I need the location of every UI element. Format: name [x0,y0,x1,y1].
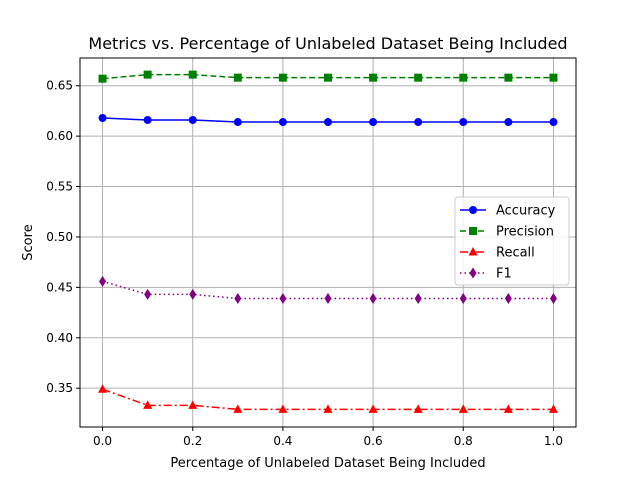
f1-point [369,292,377,304]
precision-point [233,73,242,82]
precision-point [504,73,513,82]
accuracy-point [278,118,287,127]
legend-item-recall: Recall [460,246,535,261]
f1-point [459,292,467,304]
recall-point [143,400,153,409]
accuracy-point [324,118,332,127]
chart-title: Metrics vs. Percentage of Unlabeled Data… [88,34,567,53]
precision-point [369,73,378,82]
recall-point [188,400,198,409]
legend-label: Accuracy [496,204,556,219]
recall-point [458,404,468,413]
legend-label: F1 [496,267,512,282]
legend: Accuracy Precision Recall F1 [454,196,570,286]
y-tick-label: 0.35 [46,381,73,395]
recall-point [323,404,333,413]
y-tick-label: 0.45 [46,280,73,294]
precision-point [278,73,287,82]
f1-line [102,280,554,300]
x-tick-label: 0.4 [273,434,292,448]
legend-swatch-marker [469,227,477,235]
x-axis-label: Percentage of Unlabeled Dataset Being In… [170,456,485,471]
f1-point [144,288,152,300]
accuracy-point [98,113,107,122]
y-axis-label: Score [21,224,36,260]
recall-point [233,404,243,413]
legend-swatch-marker [468,247,478,256]
legend-label: Recall [496,246,535,261]
accuracy-point [549,118,558,127]
precision-point [414,73,423,82]
accuracy-point [188,116,197,125]
recall-point [548,404,558,413]
y-tick-label: 0.40 [46,331,73,345]
f1-point [189,288,197,300]
recall-point [98,384,108,393]
f1-point [504,292,512,304]
series-accuracy [98,113,558,127]
series-layer [98,70,558,413]
recall-point [503,404,513,413]
precision-point [459,73,468,82]
f1-point [234,292,242,304]
x-tick-label: 0.8 [454,434,473,448]
legend-item-accuracy: Accuracy [460,204,556,219]
f1-point [549,292,557,304]
legend-swatch-marker [469,206,477,214]
y-tick-label: 0.60 [46,129,73,143]
legend-item-precision: Precision [460,225,554,240]
f1-point [99,275,107,287]
axis-ticks: 0.0 0.2 0.4 0.6 0.8 1.0 0.35 0.40 0.45 0.50 0.55 0.… [46,79,563,448]
x-tick-label: 1.0 [544,434,563,448]
legend-item-f1: F1 [460,267,512,282]
legend-box [454,196,570,286]
accuracy-point [414,118,423,127]
precision-point [324,73,332,82]
accuracy-point [504,118,513,127]
y-tick-label: 0.50 [46,230,73,244]
x-tick-label: 0.0 [93,434,112,448]
legend-swatch-marker [469,267,477,279]
legend-label: Precision [496,225,554,240]
y-tick-label: 0.55 [46,180,73,194]
precision-point [549,73,558,82]
accuracy-point [143,116,152,125]
accuracy-point [233,118,242,127]
series-f1 [99,275,557,304]
precision-point [98,74,107,83]
plot-frame [79,57,577,428]
recall-point [368,404,378,413]
accuracy-point [369,118,378,127]
series-precision [98,70,558,83]
precision-point [188,70,197,79]
x-tick-label: 0.6 [364,434,383,448]
f1-point [414,292,422,304]
f1-point [324,292,332,304]
f1-point [279,292,287,304]
x-tick-label: 0.2 [183,434,202,448]
y-tick-label: 0.65 [46,79,73,93]
recall-point [413,404,423,413]
recall-point [278,404,288,413]
series-recall [98,384,558,413]
precision-point [143,70,152,79]
accuracy-point [459,118,468,127]
